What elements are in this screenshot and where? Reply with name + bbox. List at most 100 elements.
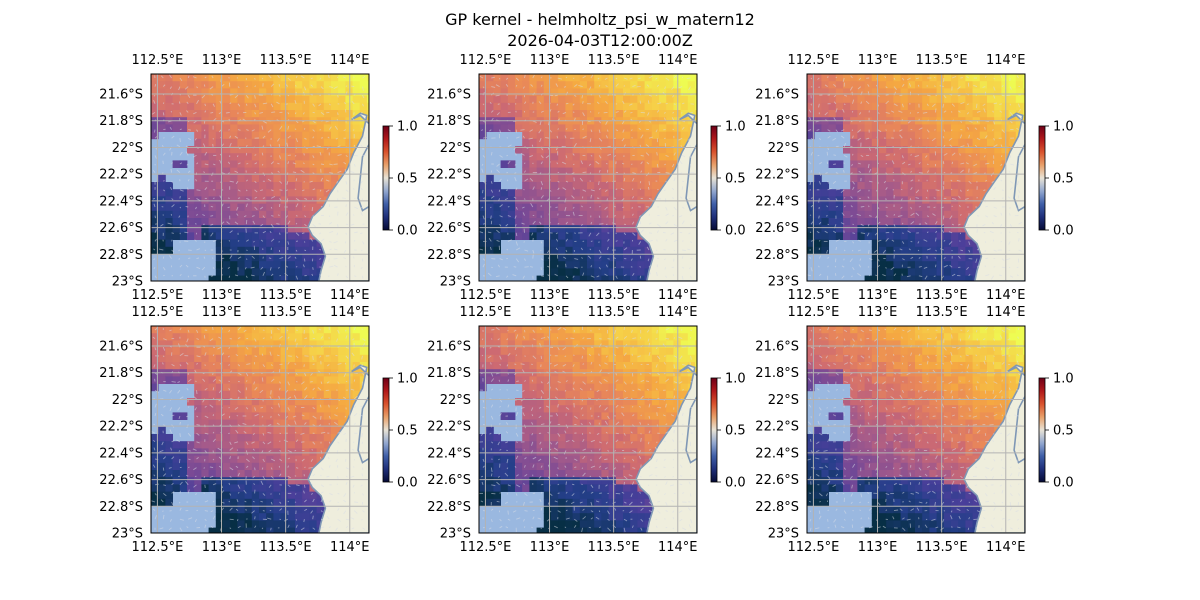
x-tick-label-bottom: 112.5°E [459,540,511,555]
x-tick-label-bottom: 112.5°E [787,288,839,303]
y-tick-label: 22.6°S [755,473,799,488]
x-tick-label-top: 113°E [202,53,242,68]
quiver-arrows [151,326,366,532]
y-tick-label: 22.4°S [755,446,799,461]
y-tick-label: 22.2°S [755,420,799,435]
y-tick-label: 21.6°S [427,88,471,103]
x-tick-label-top: 113°E [858,53,898,68]
x-tick-label-top: 112.5°E [787,305,839,320]
figure-title: GP kernel - helmholtz_psi_w_matern12 [445,10,755,29]
x-tick-label-top: 114°E [330,305,370,320]
colorbar-tick-label: 0.0 [1053,476,1074,491]
figure-subtitle: 2026-04-03T12:00:00Z [507,31,693,50]
y-tick-label: 22.4°S [99,194,143,209]
y-tick-label: 21.8°S [427,114,471,129]
y-tick-label: 22°S [440,141,471,156]
y-tick-label: 21.8°S [427,366,471,381]
x-tick-label-top: 113.5°E [260,53,312,68]
plot-frame [806,325,1026,534]
y-tick-label: 22°S [768,393,799,408]
x-tick-label-bottom: 112.5°E [787,540,839,555]
x-tick-label-bottom: 113.5°E [916,540,968,555]
y-tick-label: 22°S [112,141,143,156]
colorbar [1038,125,1046,231]
x-tick-label-bottom: 113.5°E [588,540,640,555]
gridlines [151,74,369,281]
x-tick-label-bottom: 113°E [530,540,570,555]
gridlines [479,74,697,281]
x-tick-label-bottom: 114°E [330,540,370,555]
x-tick-label-top: 112.5°E [131,305,183,320]
x-tick-label-top: 112.5°E [787,53,839,68]
x-tick-label-bottom: 112.5°E [459,288,511,303]
colorbar-tick-label: 0.0 [725,224,746,239]
x-tick-label-bottom: 113°E [202,540,242,555]
gridlines [807,326,1025,533]
colorbar [710,377,718,483]
y-tick-label: 22.8°S [427,500,471,515]
x-tick-label-top: 112.5°E [459,53,511,68]
colorbar-tick-label: 0.0 [397,476,418,491]
plot-frame [150,73,370,282]
colorbar-tick-label: 1.0 [725,120,746,135]
colorbar-tick-label: 1.0 [1053,120,1074,135]
plot-frame [478,73,698,282]
x-tick-label-top: 113.5°E [916,53,968,68]
gridlines [479,326,697,533]
colorbar [382,377,390,483]
y-tick-label: 23°S [768,275,799,290]
y-tick-label: 21.6°S [427,340,471,355]
x-tick-label-bottom: 114°E [986,540,1026,555]
colorbar-tick-label: 0.0 [397,224,418,239]
quiver-arrows [151,74,367,280]
map-panel-row1-col3: 112.5°E 112.5°E 113°E 113°E 113.5°E 113.5°E 11… [755,53,1073,303]
land-area [963,364,1025,533]
y-tick-label: 22.6°S [99,473,143,488]
land-area [963,112,1025,281]
colorbar-tick-label: 0.5 [1053,172,1074,187]
map-panel-row2-col3: 112.5°E 112.5°E 113°E 113°E 113.5°E 113.5°E 11… [755,305,1073,555]
colorbar-tick-label: 0.5 [397,424,418,439]
y-tick-label: 22°S [112,393,143,408]
y-tick-label: 22.8°S [427,248,471,263]
colorbar-tick-label: 0.5 [397,172,418,187]
gridlines [807,74,1025,281]
x-tick-label-bottom: 114°E [658,540,698,555]
y-tick-label: 22°S [440,393,471,408]
x-tick-label-top: 114°E [986,305,1026,320]
y-tick-label: 22.6°S [99,221,143,236]
y-tick-label: 22.8°S [755,500,799,515]
y-tick-label: 22.8°S [99,500,143,515]
plot-frame [806,73,1026,282]
y-tick-label: 22.6°S [427,221,471,236]
x-tick-label-bottom: 113°E [530,288,570,303]
colorbar-tick-label: 0.5 [725,172,746,187]
y-tick-label: 22.8°S [99,248,143,263]
colorbar [710,125,718,231]
y-tick-label: 22.4°S [99,446,143,461]
x-tick-label-top: 113.5°E [588,305,640,320]
x-tick-label-top: 112.5°E [459,305,511,320]
x-tick-label-bottom: 113.5°E [916,288,968,303]
land-area [307,364,369,533]
map-panel-row1-col2: 112.5°E 112.5°E 113°E 113°E 113.5°E 113.5°E 11… [427,53,745,303]
x-tick-label-bottom: 113°E [858,540,898,555]
x-tick-label-top: 113°E [530,305,570,320]
y-tick-label: 22.6°S [755,221,799,236]
y-tick-label: 23°S [112,275,143,290]
colorbar-tick-label: 0.5 [1053,424,1074,439]
y-tick-label: 23°S [440,527,471,542]
y-tick-label: 21.6°S [755,340,799,355]
x-tick-label-bottom: 113.5°E [260,288,312,303]
x-tick-label-bottom: 114°E [986,288,1026,303]
quiver-arrows [807,74,1023,280]
colorbar-tick-label: 0.0 [1053,224,1074,239]
y-tick-label: 23°S [112,527,143,542]
x-tick-label-top: 114°E [658,53,698,68]
y-tick-label: 21.6°S [99,340,143,355]
y-tick-label: 21.8°S [99,366,143,381]
y-tick-label: 21.8°S [755,114,799,129]
land-area [635,364,697,533]
y-tick-label: 21.6°S [755,88,799,103]
